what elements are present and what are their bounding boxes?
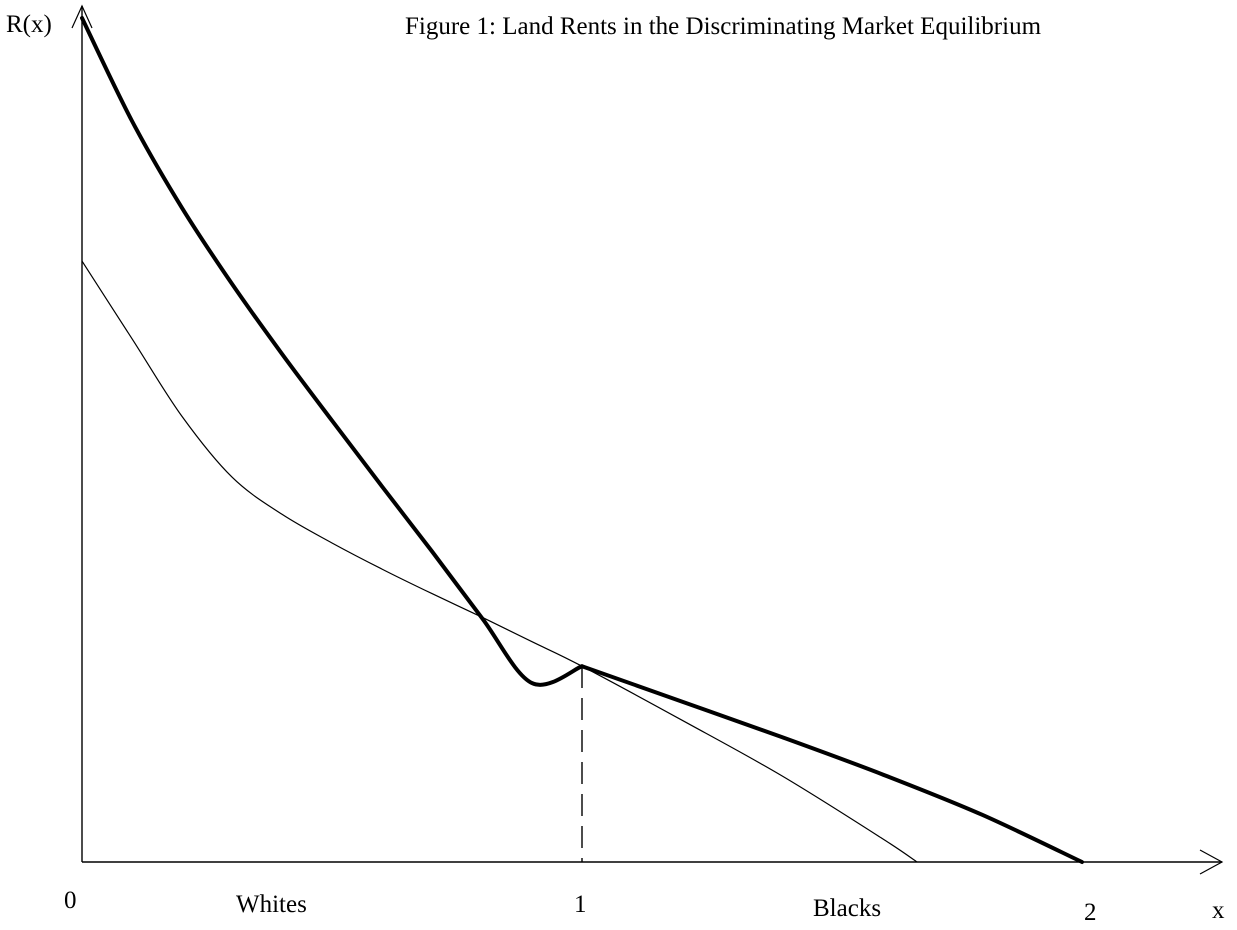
x-tick-label-2: 2 <box>1084 899 1097 926</box>
figure-title: Figure 1: Land Rents in the Discriminati… <box>405 13 1042 40</box>
x-axis-arrowhead <box>1199 849 1224 875</box>
x-tick-label-0: 0 <box>64 887 77 914</box>
y-axis-label: R(x) <box>6 11 52 38</box>
x-axis-label: x <box>1212 897 1225 924</box>
x-tick-label-1: 1 <box>574 891 587 918</box>
region-label-whites: Whites <box>236 891 307 918</box>
region-label-blacks: Blacks <box>813 895 881 922</box>
y-axis-arrowhead <box>71 4 93 29</box>
thin-rent-curve <box>81 260 918 863</box>
bold-rent-curve <box>80 16 1084 864</box>
